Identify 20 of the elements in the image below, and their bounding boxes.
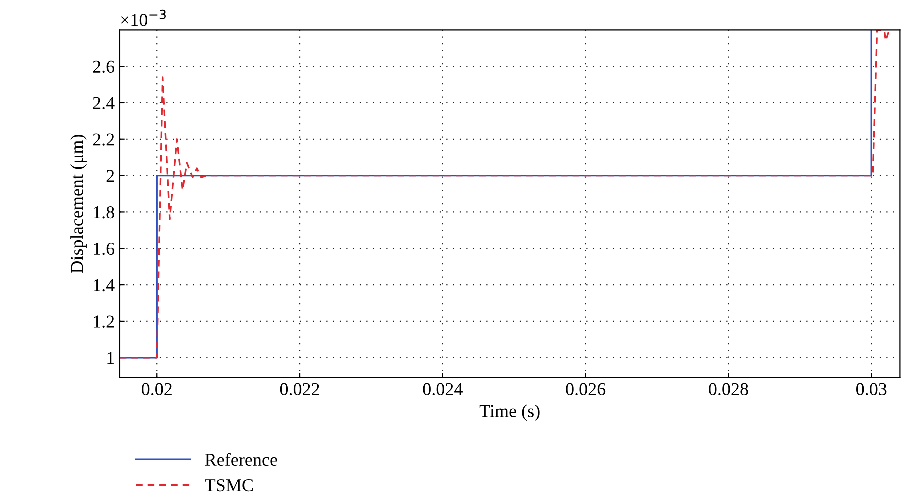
x-axis-title: Time (s) [480, 404, 540, 422]
text: ×10$^{−3}$ [121, 10, 166, 26]
x-tick-label: 0.03 [856, 383, 887, 396]
y-tick-label: 1.4 [94, 279, 115, 292]
y-axis-title: Displacement (μm) [70, 135, 87, 274]
legend-label: TSMC [205, 479, 253, 492]
x-tick-label: 0.026 [566, 383, 606, 396]
y-tick-label: 2.6 [93, 60, 115, 74]
x-tick-label: 0.02 [142, 383, 172, 396]
x-tick-label: 0.028 [709, 383, 748, 396]
y-tick-label: 1.6 [94, 242, 115, 256]
y-tick-label: 2.2 [93, 134, 114, 146]
x-tick-label: 0.022 [280, 383, 320, 396]
legend-label: Reference [205, 453, 278, 466]
y-tick-label: 2.4 [93, 97, 115, 110]
y-tick-label: 1.8 [94, 206, 114, 219]
y-tick-label: 1.2 [94, 316, 114, 328]
y-tick-label: 1 [108, 352, 114, 364]
y-tick-label: 2 [106, 170, 114, 182]
x-tick-label: 0.024 [423, 383, 463, 396]
